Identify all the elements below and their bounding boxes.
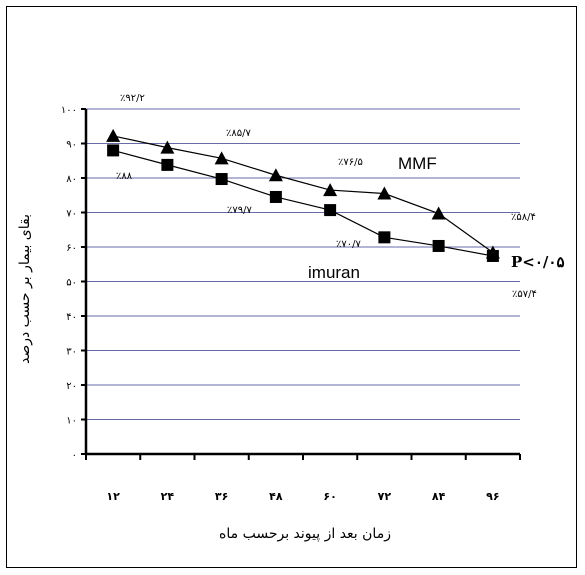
y-tick-label-80: ۸۰	[66, 174, 77, 185]
x-axis-title: زمان بعد از پیوند برحسب ماه	[219, 526, 391, 542]
y-tick-label-20: ۲۰	[66, 381, 77, 392]
y-tick-label-60: ۶۰	[66, 243, 77, 254]
x-tick-label-2: ۳۶	[215, 490, 228, 503]
x-tick-label-0: ۱۲	[106, 490, 120, 503]
point-mmf-۳۶	[214, 151, 229, 165]
y-tick-label-100: ۱۰۰	[61, 105, 77, 116]
point-imuran-۶۰	[324, 204, 337, 217]
x-tick-label-5: ۷۲	[378, 490, 392, 503]
axes: ۰ ۱۰ ۲۰ ۳۰ ۴۰ ۵۰ ۶۰ ۷۰ ۸۰ ۹۰ ۱۰۰ ۱۲ ۲۴ ۳۶ ۴۸ ۶۰ ۷۲ ۸۴ ۹۶	[61, 105, 521, 503]
x-tick-label-3: ۴۸	[269, 490, 283, 503]
point-mmf-۱۲	[106, 128, 121, 142]
point-mmf-۸۴	[431, 206, 446, 220]
mmf-annotation-36: ٪۸۵/۷	[226, 128, 251, 139]
chart-frame: ۰ ۱۰ ۲۰ ۳۰ ۴۰ ۵۰ ۶۰ ۷۰ ۸۰ ۹۰ ۱۰۰ ۱۲ ۲۴ ۳۶ ۴۸ ۶۰ ۷۲ ۸۴ ۹۶ ٪…	[6, 6, 577, 568]
y-tick-label-90: ۹۰	[66, 140, 77, 151]
point-imuran-۱۲	[107, 144, 120, 157]
imuran-annotation-60: ٪۷۰/۷	[336, 239, 361, 250]
point-mmf-۴۸	[268, 168, 283, 182]
point-mmf-۷۲	[377, 186, 392, 200]
series-group	[106, 128, 500, 262]
series-line-mmf	[112, 135, 494, 254]
x-tick-label-6: ۸۴	[432, 490, 446, 503]
x-tick-label-7: ۹۶	[486, 490, 499, 503]
p-value-label: P<۰/۰۵	[511, 253, 565, 271]
y-tick-label-0: ۰	[72, 450, 77, 461]
imuran-annotation-96: ٪۵۷/۴	[512, 289, 537, 300]
line-chart: ۰ ۱۰ ۲۰ ۳۰ ۴۰ ۵۰ ۶۰ ۷۰ ۸۰ ۹۰ ۱۰۰ ۱۲ ۲۴ ۳۶ ۴۸ ۶۰ ۷۲ ۸۴ ۹۶ ٪…	[17, 93, 565, 542]
point-imuran-۳۶	[215, 173, 228, 186]
y-axis-title: بقای بیمار بر حسب درصد	[17, 214, 33, 364]
mmf-annotation-12: ٪۹۲/۲	[120, 93, 145, 104]
y-tick-label-50: ۵۰	[66, 278, 77, 289]
point-imuran-۴۸	[269, 190, 282, 203]
y-tick-label-70: ۷۰	[66, 209, 77, 220]
y-tick-label-30: ۳۰	[66, 347, 77, 358]
point-imuran-۷۲	[378, 231, 391, 244]
mmf-annotation-60: ٪۷۶/۵	[338, 157, 363, 168]
point-imuran-۹۶	[486, 249, 499, 262]
point-imuran-۲۴	[161, 158, 174, 171]
series-label-mmf: MMF	[398, 154, 437, 173]
imuran-annotation-36: ٪۷۹/۷	[227, 205, 252, 216]
point-mmf-۲۴	[160, 140, 175, 154]
point-mmf-۶۰	[323, 183, 338, 197]
point-imuran-۸۴	[432, 239, 445, 252]
x-tick-label-4: ۶۰	[323, 490, 336, 503]
series-line-imuran	[112, 149, 493, 257]
y-tick-label-40: ۴۰	[66, 312, 77, 323]
x-tick-label-1: ۲۴	[161, 490, 175, 503]
grid-lines	[86, 108, 520, 420]
series-label-imuran: imuran	[308, 263, 360, 282]
y-tick-label-10: ۱۰	[66, 416, 77, 427]
imuran-annotation-12: ٪۸۸	[116, 171, 133, 182]
mmf-annotation-96: ٪۵۸/۴	[511, 212, 536, 223]
